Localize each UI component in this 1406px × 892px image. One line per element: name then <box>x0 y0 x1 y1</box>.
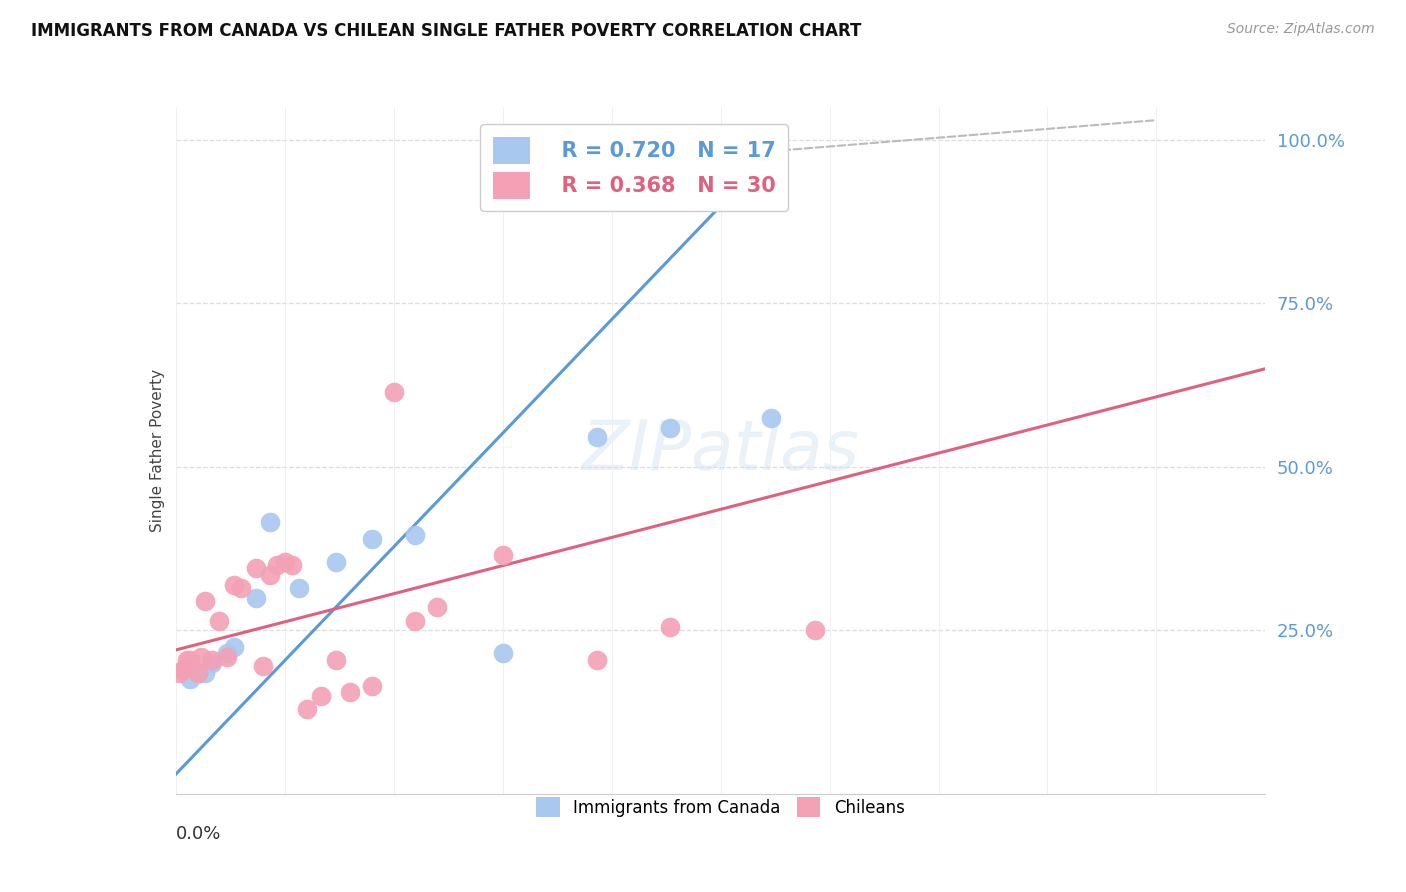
Point <box>186 665 209 680</box>
Point <box>295 702 318 716</box>
Point <box>761 410 783 425</box>
Y-axis label: Single Father Poverty: Single Father Poverty <box>149 369 165 532</box>
Point <box>172 663 194 677</box>
Point <box>492 548 515 562</box>
Point <box>804 624 827 638</box>
Point <box>426 600 449 615</box>
Point <box>215 646 238 660</box>
Point <box>586 653 609 667</box>
Point <box>274 555 297 569</box>
Point <box>266 558 288 572</box>
Point <box>360 679 382 693</box>
Point <box>309 689 332 703</box>
Point <box>405 528 427 542</box>
Point <box>325 653 347 667</box>
Point <box>190 649 212 664</box>
Point <box>231 581 253 595</box>
Point <box>172 663 194 677</box>
Point <box>586 430 609 444</box>
Point <box>325 555 347 569</box>
Point <box>259 516 281 530</box>
Point <box>492 646 515 660</box>
Point <box>208 614 231 628</box>
Point <box>169 665 191 680</box>
Point <box>245 561 267 575</box>
Point <box>194 594 217 608</box>
Point <box>245 591 267 605</box>
Point <box>186 665 209 680</box>
Point <box>658 420 681 434</box>
Point <box>288 581 311 595</box>
Point <box>259 567 281 582</box>
Point <box>194 665 217 680</box>
Point <box>215 649 238 664</box>
Point <box>179 673 201 687</box>
Point <box>252 659 274 673</box>
Point <box>179 653 201 667</box>
Point <box>201 656 224 670</box>
Point <box>382 384 405 399</box>
Point <box>222 640 245 654</box>
Point <box>201 653 224 667</box>
Point <box>176 653 198 667</box>
Legend: Immigrants from Canada, Chileans: Immigrants from Canada, Chileans <box>530 790 911 823</box>
Text: IMMIGRANTS FROM CANADA VS CHILEAN SINGLE FATHER POVERTY CORRELATION CHART: IMMIGRANTS FROM CANADA VS CHILEAN SINGLE… <box>31 22 862 40</box>
Point <box>658 620 681 634</box>
Text: 0.0%: 0.0% <box>176 825 221 843</box>
Text: Source: ZipAtlas.com: Source: ZipAtlas.com <box>1227 22 1375 37</box>
Point <box>222 577 245 591</box>
Point <box>360 532 382 546</box>
Point <box>339 685 361 699</box>
Text: ZIPatlas: ZIPatlas <box>582 417 859 484</box>
Point <box>281 558 304 572</box>
Point <box>405 614 427 628</box>
